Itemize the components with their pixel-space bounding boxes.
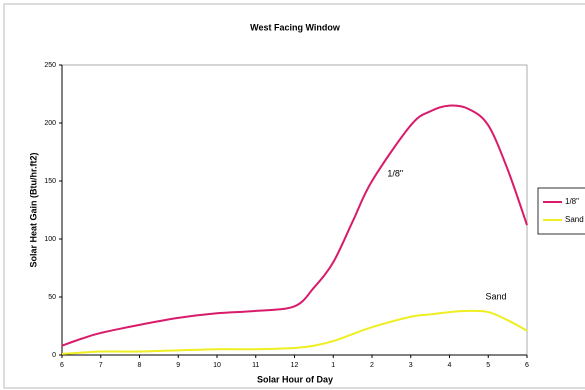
x-tick-label: 10 bbox=[213, 362, 221, 369]
x-tick-label: 3 bbox=[409, 362, 413, 369]
x-tick-label: 7 bbox=[99, 362, 103, 369]
legend-box bbox=[537, 187, 585, 235]
x-axis-label: Solar Hour of Day bbox=[257, 374, 333, 384]
x-tick-label: 12 bbox=[291, 362, 299, 369]
chart-title: West Facing Window bbox=[250, 22, 341, 32]
y-axis-label: Solar Heat Gain (Btu/hr.ft2) bbox=[28, 152, 38, 267]
legend-label: 1/8" bbox=[565, 197, 579, 206]
legend-label: Sand bbox=[565, 215, 584, 224]
y-tick-label: 50 bbox=[48, 294, 56, 301]
x-tick-label: 4 bbox=[448, 362, 452, 369]
y-tick-label: 200 bbox=[44, 120, 56, 127]
x-tick-label: 5 bbox=[486, 362, 490, 369]
y-tick-label: 100 bbox=[44, 236, 56, 243]
series-line bbox=[61, 104, 528, 347]
annotation: Sand bbox=[485, 291, 506, 301]
x-tick-label: 6 bbox=[60, 362, 64, 369]
x-tick-label: 11 bbox=[252, 362, 259, 369]
x-tick-label: 2 bbox=[370, 362, 374, 369]
y-tick-label: 250 bbox=[44, 62, 56, 69]
x-tick-label: 1 bbox=[331, 362, 335, 369]
x-tick-label: 8 bbox=[138, 362, 142, 369]
series-line bbox=[61, 309, 528, 355]
chart-frame bbox=[3, 3, 585, 389]
y-tick-label: 0 bbox=[52, 352, 56, 359]
y-tick-label: 150 bbox=[44, 178, 56, 185]
x-tick-label: 6 bbox=[525, 362, 529, 369]
x-tick-label: 9 bbox=[176, 362, 180, 369]
annotation: 1/8" bbox=[387, 168, 403, 178]
